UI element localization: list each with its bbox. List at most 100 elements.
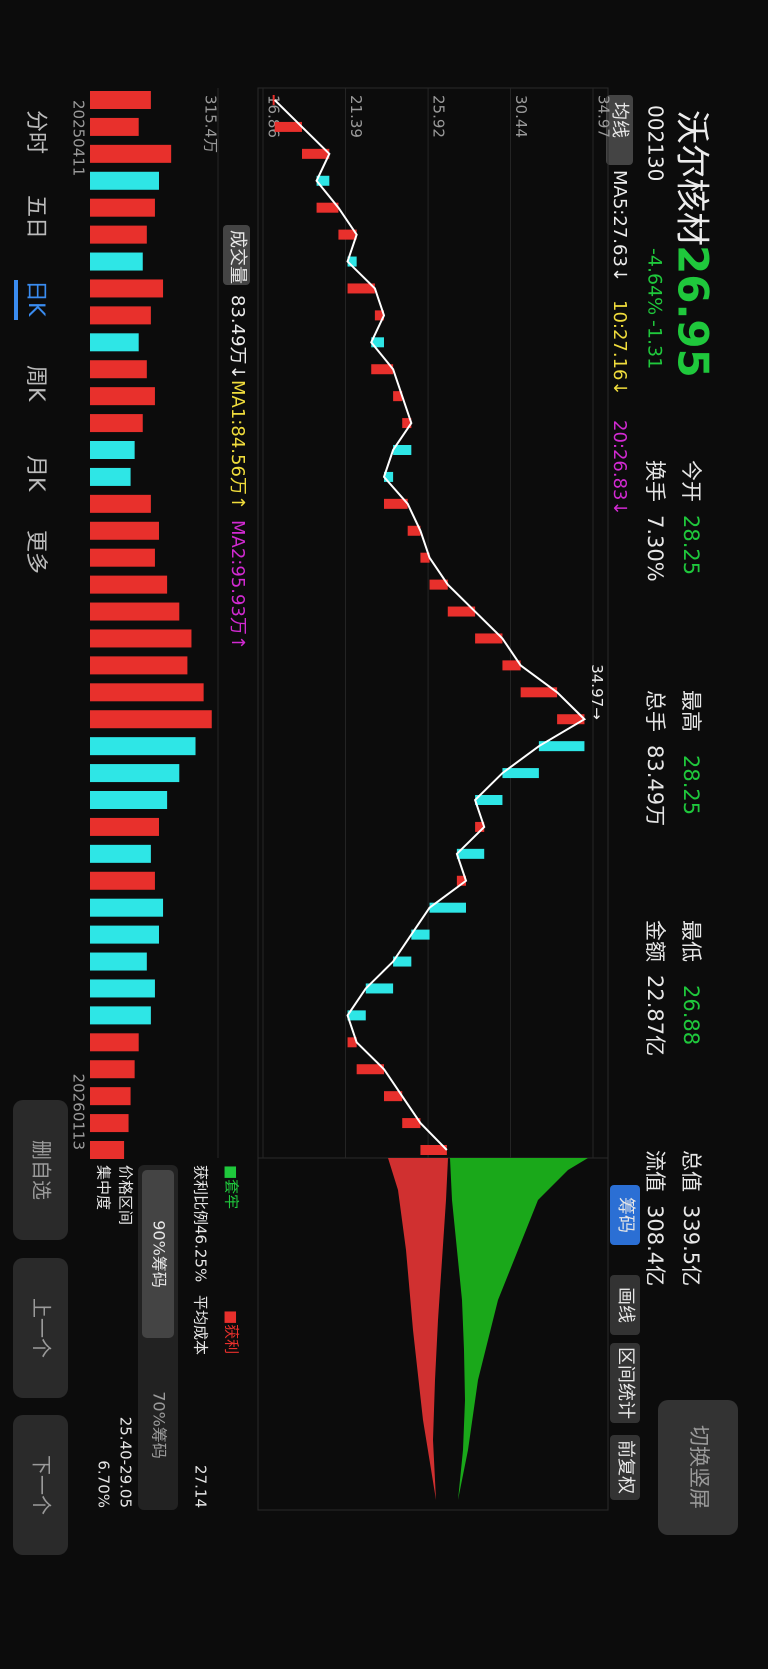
- candle: [347, 1037, 357, 1048]
- volume-bar: [89, 225, 147, 244]
- vol-ma1: MA1:84.56万↑: [227, 380, 248, 510]
- bottom-tab[interactable]: 更多: [23, 530, 48, 574]
- candle: [420, 552, 430, 563]
- volume-bar: [90, 441, 135, 459]
- side-tab-bg[interactable]: [610, 1435, 640, 1500]
- profit-ratio: 46.25%: [192, 1225, 210, 1282]
- x-tick-label: 20260113: [70, 1074, 88, 1150]
- volume-bar: [89, 360, 147, 379]
- candle: [383, 498, 408, 509]
- bottom-tab[interactable]: 周K: [23, 365, 48, 402]
- stat-label: 金额: [643, 920, 667, 962]
- volume-bar: [89, 144, 172, 163]
- legend-profit: ■获利: [223, 1310, 241, 1354]
- side-tab: 前复权: [615, 1440, 636, 1494]
- volume-bar: [89, 198, 155, 217]
- volume-bar: [89, 91, 151, 109]
- volume-bar: [89, 548, 155, 567]
- stat-value: 83.49万: [643, 745, 667, 826]
- switch-button[interactable]: [658, 1400, 738, 1535]
- candle: [447, 606, 476, 617]
- candle: [407, 525, 421, 536]
- chart-frame: [257, 87, 609, 1511]
- peak-annotation: 34.97→: [588, 664, 606, 720]
- avg-cost-label: 平均成本: [192, 1295, 210, 1355]
- bottom-button-label: 删自选: [30, 1140, 54, 1200]
- side-tab-bg[interactable]: [610, 1275, 640, 1335]
- vol-ma2: MA2:95.93万↑: [227, 520, 248, 650]
- volume-bar: [89, 737, 196, 756]
- candle: [520, 687, 558, 698]
- candle: [475, 795, 503, 805]
- vol-button[interactable]: [223, 225, 250, 285]
- volume-bar: [90, 710, 212, 729]
- volume-bar: [90, 602, 180, 621]
- volume-bar: [89, 629, 192, 648]
- candle: [356, 1064, 384, 1075]
- conc: 6.70%: [95, 1460, 113, 1508]
- candle: [371, 364, 394, 375]
- volume-bar: [90, 656, 188, 675]
- y-tick-label: 34.97: [595, 95, 613, 138]
- volume-bar: [90, 764, 180, 783]
- stats: 今开 28.25 换手 7.30% 最高 28.25 总手 83.49万 最低 …: [643, 460, 703, 1286]
- bottom-button[interactable]: [13, 1258, 68, 1398]
- vol-tick-label: 315.4万: [202, 95, 220, 153]
- stat-label: 流值: [643, 1150, 667, 1192]
- volume-bar: [89, 1114, 129, 1133]
- ma20: 20:26.83↓: [609, 420, 630, 516]
- candle: [429, 902, 466, 913]
- switch-button-label: 切换竖屏: [687, 1425, 711, 1509]
- bottom-tab[interactable]: 五日: [23, 195, 48, 239]
- chip-tab: 90%筹码: [150, 1220, 169, 1288]
- volume-bar: [89, 306, 151, 325]
- side-tab: 区间统计: [615, 1347, 636, 1419]
- bottom-tab[interactable]: 分时: [23, 110, 48, 154]
- candle: [393, 956, 412, 967]
- candle: [393, 445, 412, 455]
- side-tab: 画线: [615, 1287, 636, 1323]
- bottom-tab[interactable]: 日K: [23, 280, 48, 317]
- candle: [274, 121, 302, 132]
- chip-tab[interactable]: 70%筹码: [150, 1391, 169, 1459]
- side-tab-bg[interactable]: [610, 1343, 640, 1423]
- vol: 83.49万↓: [227, 295, 248, 380]
- volume-bar: [90, 279, 164, 298]
- active-underline: [14, 280, 18, 320]
- bottom-button[interactable]: [13, 1100, 68, 1240]
- volume-bar: [89, 1087, 131, 1106]
- chip-loss-area: [450, 1158, 588, 1500]
- volume-bar: [89, 844, 151, 863]
- candle: [347, 283, 375, 294]
- y-tick-label: 30.44: [512, 95, 530, 138]
- candle: [538, 741, 585, 752]
- bottom-button[interactable]: [13, 1415, 68, 1555]
- chip-profit-area: [388, 1158, 448, 1500]
- side-tab: 筹码: [615, 1197, 636, 1233]
- candle: [316, 202, 339, 213]
- volume-bar: [90, 414, 143, 433]
- stat-value: 339.5亿: [679, 1205, 703, 1286]
- volume-bar: [89, 1141, 125, 1159]
- volume-bar: [89, 467, 131, 486]
- volume-bar: [90, 925, 159, 944]
- chip-panel: ■套牢 ■获利 获利比例 46.25% 平均成本 27.14 90%筹码 70%…: [95, 1165, 241, 1510]
- side-tab-active[interactable]: [610, 1185, 640, 1245]
- stat-value: 308.4亿: [643, 1205, 667, 1286]
- range: 25.40-29.05: [117, 1417, 135, 1508]
- range-label: 价格区间: [117, 1165, 135, 1225]
- candle: [365, 983, 394, 994]
- chip-tab-active[interactable]: [142, 1170, 174, 1338]
- volume-bar: [90, 683, 204, 702]
- candle: [456, 848, 485, 859]
- ma-button[interactable]: [606, 95, 633, 165]
- volume-bar: [90, 117, 139, 136]
- change-pct: -4.64%: [644, 248, 666, 315]
- stock-code: 002130: [644, 105, 668, 181]
- stat-label: 总值: [679, 1150, 703, 1192]
- volume-bar: [90, 1033, 139, 1052]
- volume-bar: [90, 817, 159, 836]
- bottom-tab[interactable]: 月K: [23, 455, 48, 492]
